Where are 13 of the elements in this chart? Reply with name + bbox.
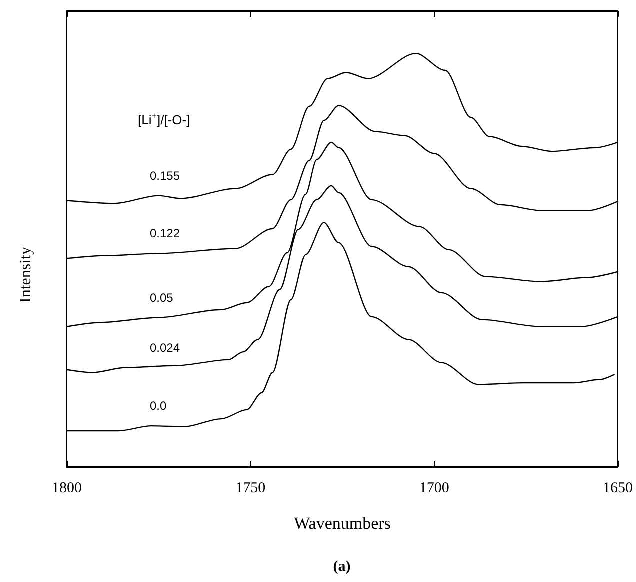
text: (a) [333, 559, 351, 575]
legend-title: [Li+]/[-O-] [138, 110, 190, 128]
series-label: 0.155 [150, 168, 180, 183]
y-axis-title: Intensity [18, 247, 34, 303]
series-label: 0.0 [150, 399, 168, 414]
x-tick-label: 1800 [52, 480, 82, 496]
x-tick-label: 1650 [603, 480, 633, 496]
x-axis-title: Wavenumbers [294, 514, 391, 533]
series-label: 0.024 [150, 340, 180, 355]
x-tick-label: 1750 [236, 480, 266, 496]
x-tick-label: 1700 [419, 480, 450, 496]
series-label: 0.122 [150, 226, 180, 241]
series-label: 0.05 [150, 290, 174, 305]
